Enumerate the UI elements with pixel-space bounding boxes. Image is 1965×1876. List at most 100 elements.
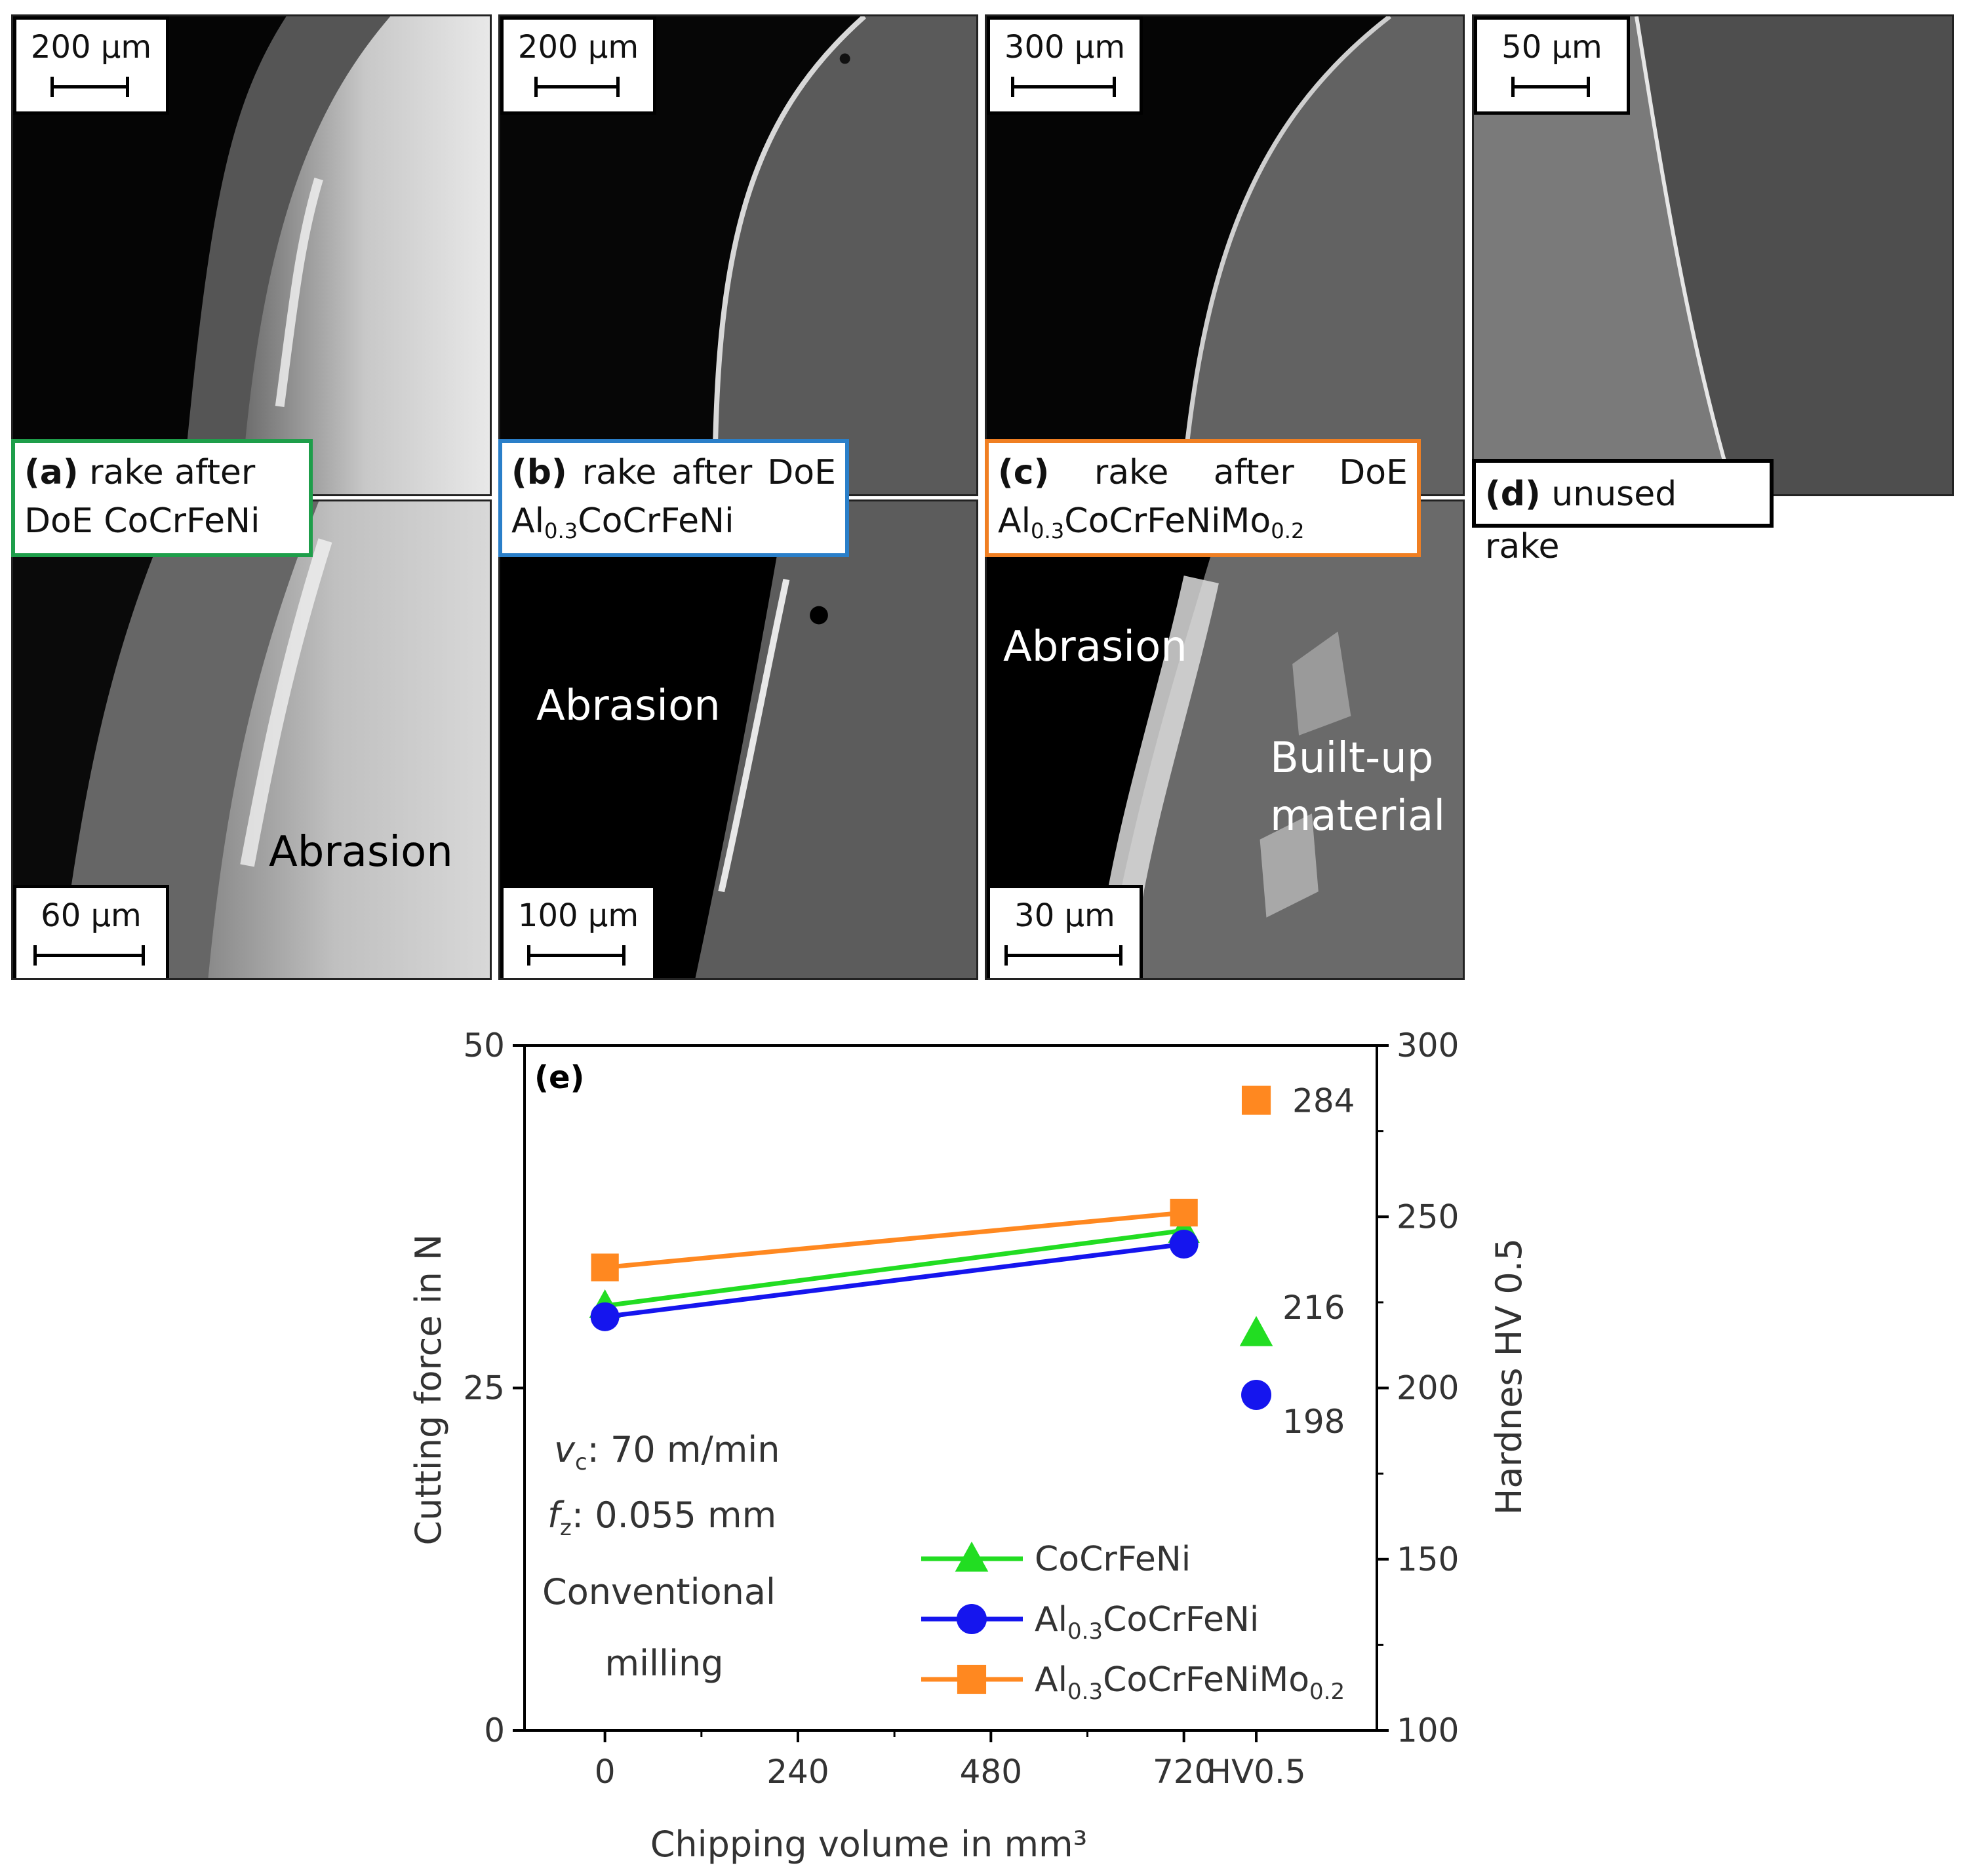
annotation-vc-sub: c — [575, 1449, 587, 1475]
x-tick-label-1: 240 — [766, 1753, 829, 1791]
annotation-vc: vc: 70 m/min — [554, 1429, 780, 1475]
sem-image-a-top — [13, 16, 490, 494]
caption-b: (b) rake after DoE Al0.3CoCrFeNi — [498, 439, 849, 557]
abrasion-label-a: Abrasion — [269, 828, 453, 876]
scale-bar-c-bottom: 30 µm — [987, 885, 1143, 978]
legend-label-1-part-1: 0.3 — [1067, 1618, 1103, 1645]
caption-b-sub: 0.3 — [544, 518, 578, 543]
caption-c-word2: after — [1213, 453, 1294, 492]
series-line-1 — [605, 1241, 1185, 1319]
y-right-tick-label-4: 300 — [1397, 1026, 1459, 1065]
annotation-fz-value: : 0.055 mm — [572, 1495, 776, 1536]
series-layer: 216 198 284 — [589, 1082, 1355, 1441]
caption-a-line1: rake after — [89, 453, 256, 492]
y-axis-right-title: Hardnes HV 0.5 — [1488, 1238, 1530, 1515]
x-tick-label-4: HV0.5 — [1206, 1753, 1305, 1791]
annotation-vc-v: v — [554, 1429, 576, 1470]
annotation-milling: milling — [605, 1643, 723, 1684]
annotation-fz-sub: z — [560, 1515, 572, 1541]
series-line-2 — [605, 1210, 1184, 1270]
builtup-label-line1: Built-up — [1270, 734, 1434, 783]
hardness-label-0: 216 — [1282, 1289, 1345, 1327]
caption-c-letter: (c) — [998, 453, 1050, 492]
scale-label-b-bottom: 100 µm — [517, 897, 639, 934]
sem-panel-a-top: 200 µm — [11, 14, 492, 496]
caption-c-sub: 0.3 — [1031, 518, 1065, 543]
scale-label-a-bottom: 60 µm — [41, 897, 142, 934]
scale-bar-d: 50 µm — [1474, 16, 1630, 115]
y-right-axis-ticks: 100 150 200 250 300 — [1377, 1026, 1459, 1749]
caption-c-sub2: 0.2 — [1271, 518, 1305, 543]
y-left-tick-label-0: 0 — [484, 1711, 505, 1749]
sem-panel-a-bottom: Abrasion 60 µm — [11, 499, 492, 980]
caption-b-rest: CoCrFeNi — [578, 501, 734, 541]
caption-d-letter: (d) — [1485, 475, 1541, 514]
y-right-tick-label-2: 200 — [1397, 1369, 1459, 1407]
y-axis-left-title: Cutting force in N — [408, 1234, 449, 1546]
scale-bar-c-top: 300 µm — [987, 16, 1143, 115]
sem-panel-d: 50 µm — [1472, 14, 1954, 496]
annotation-conventional: Conventional — [542, 1571, 776, 1612]
series-line-0 — [605, 1228, 1185, 1308]
sem-panel-c-bottom: Abrasion Built-up material 30 µm — [985, 499, 1465, 980]
caption-c: (c) rake after DoE Al0.3CoCrFeNiMo0.2 — [985, 439, 1421, 557]
legend-marker-0 — [955, 1541, 989, 1572]
x-tick-label-0: 0 — [595, 1753, 616, 1791]
hardness-marker-2 — [1241, 1085, 1271, 1115]
y-left-axis-ticks: 0 25 50 — [463, 1026, 525, 1749]
caption-b-letter: (b) — [511, 453, 567, 492]
caption-c-rest: CoCrFeNiMo — [1064, 501, 1271, 541]
sem-panel-b-bottom: Abrasion 100 µm — [498, 499, 978, 980]
caption-a-line2: DoE CoCrFeNi — [24, 501, 260, 541]
scale-label-b-top: 200 µm — [517, 29, 639, 66]
legend-label-1: Al0.3CoCrFeNi — [1035, 1600, 1259, 1645]
annotation-vc-value: : 70 m/min — [587, 1429, 780, 1470]
annotation-fz-f: f — [547, 1495, 565, 1536]
caption-b-word1: rake — [582, 453, 657, 492]
annotation-fz: fz: 0.055 mm — [547, 1495, 776, 1541]
scale-label-a-top: 200 µm — [30, 29, 152, 66]
hardness-label-1: 198 — [1282, 1403, 1345, 1441]
x-tick-label-3: 720 — [1153, 1753, 1215, 1791]
y-right-tick-label-1: 150 — [1397, 1540, 1459, 1578]
caption-c-word3: DoE — [1339, 453, 1408, 492]
y-left-tick-label-2: 50 — [463, 1026, 505, 1065]
legend-label-0: CoCrFeNi — [1035, 1540, 1191, 1579]
scale-label-c-top: 300 µm — [1004, 29, 1126, 66]
hardness-marker-0 — [1239, 1316, 1273, 1346]
plot-frame — [523, 1044, 1378, 1732]
caption-b-word3: DoE — [767, 453, 836, 492]
y-right-tick-label-0: 100 — [1397, 1711, 1459, 1749]
legend-label-2: Al0.3CoCrFeNiMo0.2 — [1035, 1660, 1345, 1705]
y-right-tick-label-3: 250 — [1397, 1198, 1459, 1236]
scale-bar-a-bottom: 60 µm — [13, 885, 169, 978]
legend-label-2-part-0: Al — [1035, 1660, 1067, 1700]
abrasion-label-c: Abrasion — [1003, 623, 1187, 671]
caption-c-word1: rake — [1094, 453, 1169, 492]
series-1-point-0 — [590, 1302, 620, 1331]
scale-bar-b-top: 200 µm — [500, 16, 656, 115]
y-left-tick-label-1: 25 — [463, 1369, 505, 1407]
sem-image-a-bottom — [13, 501, 490, 978]
caption-d-text: unused rake — [1485, 475, 1677, 566]
caption-a-letter: (a) — [24, 453, 79, 492]
scale-bar-a-top: 200 µm — [13, 16, 169, 115]
sem-image-c-top — [987, 16, 1463, 494]
abrasion-label-b: Abrasion — [536, 682, 721, 730]
legend-label-2-part-1: 0.3 — [1067, 1679, 1103, 1705]
series-0-point-1 — [1168, 1214, 1200, 1243]
scale-label-d: 50 µm — [1501, 29, 1602, 66]
scale-bar-b-bottom: 100 µm — [500, 885, 656, 978]
panel-label-e: (e) — [534, 1059, 584, 1096]
legend-label-1-part-2: CoCrFeNi — [1103, 1600, 1259, 1639]
series-0-point-0 — [589, 1289, 621, 1318]
sem-panel-c-top: 300 µm — [985, 14, 1465, 496]
series-2-point-0 — [591, 1253, 619, 1281]
series-1-point-1 — [1169, 1230, 1199, 1259]
caption-b-word2: after — [671, 453, 753, 492]
sem-image-b-bottom — [500, 501, 976, 978]
legend-label-0-part-0: CoCrFeNi — [1035, 1540, 1191, 1579]
sem-image-c-bottom — [987, 501, 1463, 978]
